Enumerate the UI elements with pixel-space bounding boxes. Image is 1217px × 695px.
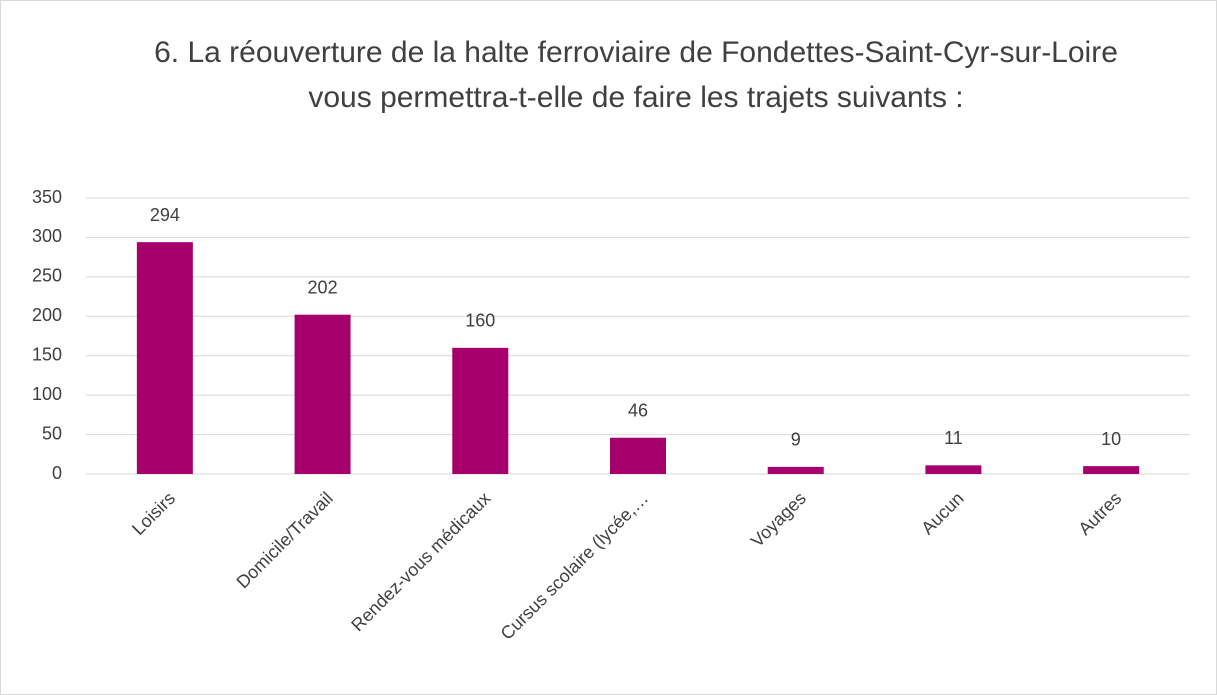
bar xyxy=(452,347,509,474)
bar xyxy=(294,314,351,474)
bar xyxy=(767,466,824,474)
data-label: 46 xyxy=(628,400,648,420)
bar xyxy=(925,465,982,474)
data-label: 9 xyxy=(791,430,801,450)
y-tick-label: 150 xyxy=(32,344,62,364)
bar xyxy=(610,437,666,474)
y-tick-label: 0 xyxy=(52,463,62,483)
data-label: 10 xyxy=(1101,429,1121,449)
data-label: 202 xyxy=(308,277,338,297)
data-label: 160 xyxy=(465,311,495,331)
y-tick-label: 200 xyxy=(32,305,62,325)
y-tick-label: 100 xyxy=(32,384,62,404)
y-tick-label: 50 xyxy=(42,423,62,443)
bar xyxy=(136,242,193,474)
bar xyxy=(1083,466,1140,474)
y-tick-label: 300 xyxy=(32,226,62,246)
data-label: 294 xyxy=(150,205,180,225)
y-tick-label: 350 xyxy=(32,187,62,207)
chart-title: 6. La réouverture de la halte ferroviair… xyxy=(154,36,1118,114)
data-label: 11 xyxy=(944,428,963,448)
y-tick-label: 250 xyxy=(32,266,62,286)
